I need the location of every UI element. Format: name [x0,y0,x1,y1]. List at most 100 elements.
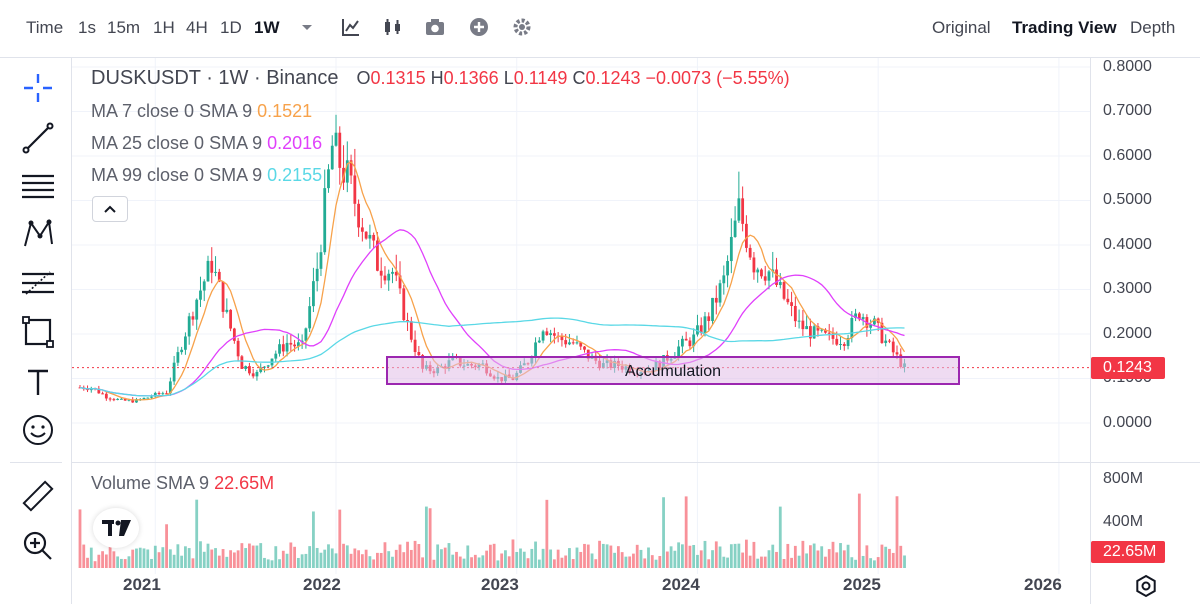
volume-bar [221,549,225,568]
ma7-legend[interactable]: MA 7 close 0 SMA 9 0.1521 [91,101,312,122]
volume-bar [492,543,496,568]
interval-1s[interactable]: 1s [78,18,96,37]
price-tick: 0.3000 [1103,280,1152,297]
candle-body [842,344,846,347]
candle-body [888,340,891,342]
volume-bar [760,556,763,568]
gear-icon[interactable] [511,16,533,38]
price-tick: 0.0000 [1103,414,1152,431]
volume-bar [409,549,413,568]
interval-1w[interactable]: 1W [254,18,280,37]
candle-body [812,326,816,339]
symbol-title[interactable]: DUSKUSDT · 1W · Binance [91,67,339,89]
collapse-legend-button[interactable] [92,196,128,222]
volume-bar [711,550,714,568]
horizontal-lines-icon[interactable] [20,168,56,204]
add-icon[interactable] [468,16,490,38]
zoom-in-icon[interactable] [20,528,56,564]
candle-body [379,270,383,276]
candle-body [199,290,202,300]
tradingview-logo[interactable] [93,508,139,548]
candle-body [805,326,809,330]
volume-bar [575,547,579,568]
volume-bar [319,552,323,568]
interval-1d[interactable]: 1D [220,18,242,37]
chart-settings-icon[interactable] [1134,574,1158,598]
time-axis[interactable]: 2021 2022 2023 2024 2025 2026 [72,572,1090,604]
candle-body [104,393,108,399]
candle-body [722,275,726,284]
view-trading-view[interactable]: Trading View [1012,18,1117,37]
accumulation-zone[interactable]: Accumulation [386,356,960,385]
volume-bar [801,540,805,568]
ma25-legend[interactable]: MA 25 close 0 SMA 9 0.2016 [91,133,322,154]
candle-body [319,252,323,269]
volume-bar [93,561,97,568]
candle-body [760,269,763,277]
candle-body [778,282,782,286]
chevron-down-icon[interactable] [296,16,318,38]
low-label: L [503,68,514,88]
volume-bar [586,544,590,568]
candle-body [296,342,300,347]
candle-body [801,320,805,330]
volume-bar [470,557,473,568]
volume-bar [398,544,402,568]
volume-bar [123,559,127,568]
candle-body [357,203,360,228]
volume-name: Volume SMA 9 [91,473,210,493]
candle-body [123,398,127,401]
volume-bar [364,549,368,568]
volume-bar [605,544,609,568]
ma7-name: MA 7 close 0 SMA 9 [91,101,253,121]
emoji-icon[interactable] [20,412,56,448]
volume-bar [383,542,387,568]
price-chart[interactable] [72,58,1090,574]
volume-bar [202,551,206,568]
time-label: Time [26,18,64,37]
candle-body [790,302,793,306]
volume-bar [402,552,406,568]
rectangle-icon[interactable] [20,314,56,350]
symbol-legend: DUSKUSDT · 1W · Binance O0.1315 H0.1366 … [91,67,790,90]
candle-body [165,393,168,395]
candle-body [545,331,549,336]
time-tick: 2026 [1024,575,1062,594]
view-depth[interactable]: Depth [1130,18,1176,37]
ma99-legend[interactable]: MA 99 close 0 SMA 9 0.2155 [91,165,322,186]
volume-legend[interactable]: Volume SMA 9 22.65M [91,473,274,494]
volume-bar [323,549,327,568]
candle-body [387,273,391,281]
volume-bar [831,541,835,568]
crosshair-icon[interactable] [20,70,56,106]
volume-bar [726,557,729,568]
candle-body [338,132,342,168]
candles-icon[interactable] [382,16,404,38]
volume-bar [537,559,541,568]
candle-body [202,281,206,291]
indicators-icon[interactable] [340,16,362,38]
candle-body [323,188,327,253]
ma99-value: 0.2155 [267,165,323,185]
fib-retracement-icon[interactable] [20,266,56,302]
volume-bar [135,548,138,568]
candle-body [161,393,165,395]
volume-bar [315,547,319,568]
interval-4h[interactable]: 4H [186,18,208,37]
interval-15m[interactable]: 15m [107,18,141,37]
volume-bar [248,543,251,568]
volume-bar [462,558,466,568]
pane-divider[interactable] [72,462,1200,463]
view-original[interactable]: Original [932,18,991,37]
candle-body [873,318,876,325]
camera-icon[interactable] [424,16,446,38]
trend-line-icon[interactable] [20,120,56,156]
ruler-icon[interactable] [20,478,56,514]
interval-1h[interactable]: 1H [153,18,175,37]
candle-body [251,373,255,377]
price-axis[interactable]: 0.8000 0.7000 0.6000 0.5000 0.4000 0.300… [1090,58,1200,604]
volume-bar [820,546,824,568]
pattern-icon[interactable] [20,216,56,252]
volume-bar [127,556,131,568]
text-icon[interactable] [20,364,56,400]
